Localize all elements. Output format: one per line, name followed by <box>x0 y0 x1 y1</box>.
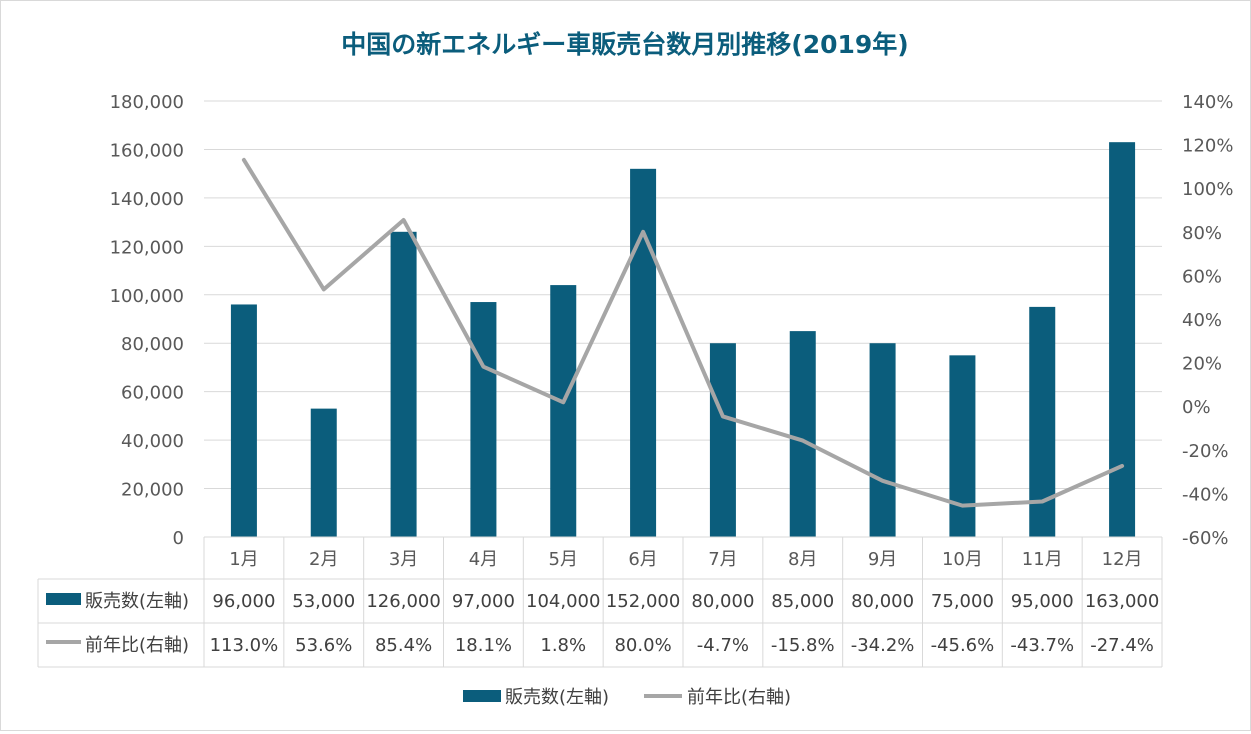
bar <box>550 285 577 537</box>
left-axis-tick-label: 0 <box>173 528 184 549</box>
category-label: 2月 <box>309 549 338 570</box>
chart-title: 中国の新エネルギー車販売台数月別推移(2019年) <box>341 30 908 59</box>
left-axis-tick-label: 160,000 <box>110 140 184 161</box>
table-cell-line-value: -34.2% <box>851 635 915 656</box>
category-label: 10月 <box>942 549 983 570</box>
table-cell-bar-value: 80,000 <box>851 591 914 612</box>
table-cell-line-value: -43.7% <box>1010 635 1074 656</box>
right-axis-tick-label: 140% <box>1182 92 1233 113</box>
table-cell-bar-value: 104,000 <box>526 591 600 612</box>
left-axis-tick-label: 140,000 <box>110 189 184 210</box>
bar <box>230 304 257 537</box>
legend-bar-label: 販売数(左軸) <box>505 687 609 708</box>
bar <box>470 302 497 537</box>
right-axis-tick-label: 0% <box>1182 397 1211 418</box>
left-axis-tick-label: 180,000 <box>110 92 184 113</box>
table-cell-line-value: 80.0% <box>614 635 671 656</box>
bar <box>310 408 337 537</box>
table-cell-bar-value: 75,000 <box>931 591 994 612</box>
category-label: 1月 <box>229 549 258 570</box>
table-cell-bar-value: 126,000 <box>366 591 440 612</box>
table-cell-line-value: 113.0% <box>210 635 279 656</box>
category-label: 4月 <box>469 549 498 570</box>
left-axis: 0 20,000 40,000 60,000 80,000 100,000 120,000 1… <box>110 92 184 549</box>
line-series-path <box>241 157 1125 508</box>
table-cell-line-value: -4.7% <box>697 635 749 656</box>
right-axis: -60% -40% -20% 0% 20% 40% 60% 80% 100% 120% 140% <box>1182 92 1233 549</box>
table-cell-bar-value: 85,000 <box>771 591 834 612</box>
bar-series <box>230 142 1136 538</box>
category-label: 3月 <box>389 549 418 570</box>
bar <box>1109 142 1136 537</box>
legend: 販売数(左軸) 前年比(右軸) <box>463 687 791 708</box>
table-cell-bar-value: 95,000 <box>1011 591 1074 612</box>
right-axis-tick-label: 40% <box>1182 310 1222 331</box>
table-cell-bar-value: 163,000 <box>1085 591 1159 612</box>
bar <box>949 355 976 537</box>
left-axis-tick-label: 80,000 <box>121 334 184 355</box>
table-cell-bar-value: 53,000 <box>292 591 355 612</box>
left-axis-tick-label: 40,000 <box>121 431 184 452</box>
category-label: 8月 <box>788 549 817 570</box>
right-axis-tick-label: 80% <box>1182 223 1222 244</box>
bar <box>789 331 816 537</box>
table-cell-line-value: -15.8% <box>771 635 835 656</box>
category-label: 9月 <box>868 549 897 570</box>
category-label: 11月 <box>1022 549 1063 570</box>
right-axis-tick-label: -60% <box>1182 528 1229 549</box>
table-cell-line-value: 85.4% <box>375 635 432 656</box>
legend-line-label: 前年比(右軸) <box>687 687 791 708</box>
category-label: 12月 <box>1102 549 1143 570</box>
table-cell-line-value: 18.1% <box>455 635 512 656</box>
right-axis-tick-label: 60% <box>1182 266 1222 287</box>
left-axis-tick-label: 20,000 <box>121 480 184 501</box>
left-axis-tick-label: 120,000 <box>110 237 184 258</box>
table-cell-line-value: -45.6% <box>931 635 995 656</box>
gridlines <box>204 100 1162 490</box>
table-row-header-line: 前年比(右軸) <box>85 635 189 656</box>
table-cell-bar-value: 97,000 <box>452 591 515 612</box>
bar <box>709 343 736 537</box>
table-bar-key <box>46 593 81 605</box>
left-axis-tick-label: 60,000 <box>121 383 184 404</box>
right-axis-tick-label: 100% <box>1182 179 1233 200</box>
table-cell-bar-value: 96,000 <box>212 591 275 612</box>
table-cell-line-value: 53.6% <box>295 635 352 656</box>
right-axis-tick-label: -40% <box>1182 484 1229 505</box>
table-cell-bar-value: 152,000 <box>606 591 680 612</box>
right-axis-tick-label: 20% <box>1182 354 1222 375</box>
right-axis-tick-label: -20% <box>1182 441 1229 462</box>
line-series <box>241 157 1125 508</box>
table-cell-bar-value: 80,000 <box>691 591 754 612</box>
table-row-header-bars: 販売数(左軸) <box>85 591 189 612</box>
category-label: 5月 <box>549 549 578 570</box>
right-axis-tick-label: 120% <box>1182 136 1233 157</box>
legend-bar-swatch <box>463 690 501 702</box>
table-cell-line-value: 1.8% <box>540 635 586 656</box>
category-label: 6月 <box>628 549 657 570</box>
category-label: 7月 <box>708 549 737 570</box>
bar <box>869 343 896 537</box>
bar <box>390 231 417 538</box>
table-cell-line-value: -27.4% <box>1090 635 1154 656</box>
bar <box>630 168 657 538</box>
left-axis-tick-label: 100,000 <box>110 286 184 307</box>
